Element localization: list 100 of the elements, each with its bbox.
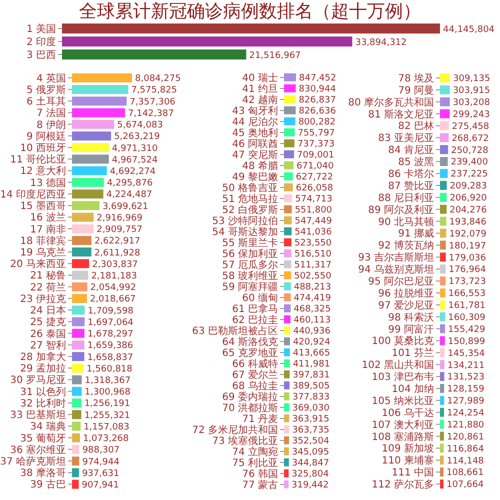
y-tick-label: 50 格鲁吉亚 — [222, 182, 278, 194]
bar — [72, 340, 84, 350]
y-tick-label: 33 巴基斯坦 — [10, 409, 66, 422]
data-label: 179,036 — [448, 253, 486, 264]
data-label: 551,800 — [294, 206, 332, 216]
data-label: 116,864 — [446, 444, 484, 454]
bar — [440, 168, 448, 178]
bar — [284, 304, 291, 312]
y-tick-label: 38 摩洛哥 — [20, 467, 66, 480]
bar — [72, 248, 92, 257]
bar — [72, 190, 104, 199]
data-label: 411,981 — [292, 360, 330, 370]
data-label: 5,674,083 — [117, 120, 163, 131]
data-label: 268,672 — [452, 134, 489, 144]
data-label: 155,429 — [448, 324, 486, 335]
bar — [72, 294, 87, 304]
bar — [72, 108, 126, 118]
bar — [284, 425, 290, 434]
data-label: 671,040 — [296, 162, 334, 172]
data-label: 1,073,268 — [82, 434, 130, 444]
bar — [72, 236, 92, 245]
bar — [440, 216, 446, 226]
bar — [284, 315, 291, 324]
bar — [72, 201, 100, 210]
bar — [440, 384, 444, 393]
bar — [72, 178, 104, 187]
y-tick-label: 101 芬兰 — [392, 347, 434, 360]
bar — [440, 372, 444, 382]
y-tick-label: 65 克罗地亚 — [222, 347, 278, 359]
y-tick-label: 105 纳米比亚 — [372, 394, 434, 407]
bar — [72, 120, 114, 129]
data-label: 128,159 — [447, 384, 485, 395]
data-label: 131,523 — [447, 372, 484, 383]
bar — [284, 150, 294, 158]
data-label: 124,254 — [447, 408, 485, 419]
bar — [440, 336, 445, 346]
bar — [72, 352, 84, 362]
y-tick-label: 30 罗马尼亚 — [10, 375, 66, 386]
bar — [440, 324, 446, 334]
data-label: 107,664 — [446, 480, 484, 490]
y-tick-label: 78 埃及 — [398, 72, 434, 84]
y-tick-label: 87 赞比亚 — [388, 180, 434, 192]
data-label: 826,837 — [298, 96, 336, 106]
y-tick-label: 100 莫桑比克 — [372, 335, 434, 348]
y-tick-label: 3 巴西 — [26, 50, 56, 61]
y-tick-label: 91 挪威 — [398, 228, 434, 240]
data-label: 2,181,183 — [91, 271, 137, 282]
data-label: 511,317 — [294, 260, 332, 271]
y-tick-label: 7 法国 — [36, 107, 66, 120]
data-label: 1,678,297 — [87, 330, 134, 340]
y-tick-label: 42 越南 — [242, 94, 278, 106]
y-tick-label: 46 阿联酋 — [232, 138, 278, 150]
y-tick-label: 84 肯尼亚 — [388, 144, 434, 156]
y-tick-label: 31 以色列 — [20, 386, 66, 398]
data-label: 209,283 — [450, 182, 487, 192]
y-tick-label: 106 乌干达 — [382, 406, 434, 419]
y-tick-label: 83 亚美尼亚 — [378, 132, 434, 144]
data-label: 7,575,825 — [131, 86, 178, 96]
data-label: 192,079 — [449, 229, 487, 240]
data-label: 1,256,191 — [84, 399, 130, 410]
data-label: 161,781 — [448, 301, 486, 312]
y-tick-label: 49 黎巴嫩 — [232, 171, 278, 183]
y-tick-label: 22 荷兰 — [30, 281, 66, 294]
y-tick-label: 39 古巴 — [30, 478, 66, 491]
data-label: 206,920 — [450, 194, 488, 204]
bar — [440, 97, 450, 106]
data-label: 468,325 — [294, 304, 331, 315]
bar — [440, 408, 444, 417]
data-label: 193,846 — [449, 217, 487, 228]
y-tick-label: 40 瑞士 — [242, 72, 278, 84]
bar — [440, 192, 447, 202]
y-tick-label: 102 黑山共和国 — [362, 359, 434, 372]
bar — [284, 249, 292, 258]
data-label: 826,636 — [298, 106, 336, 117]
data-label: 108,661 — [446, 468, 484, 478]
y-tick-label: 76 韩国 — [242, 468, 278, 480]
bar — [440, 456, 444, 465]
y-tick-label: 45 奥地利 — [232, 127, 278, 139]
y-tick-label: 16 波兰 — [30, 212, 66, 224]
bar — [440, 444, 444, 453]
data-label: 755,797 — [298, 128, 335, 139]
data-label: 180,197 — [448, 241, 486, 252]
y-tick-label: 98 科索沃 — [388, 311, 434, 324]
y-tick-label: 70 洪都拉斯 — [222, 402, 278, 414]
y-tick-label: 63 巴勒斯坦被占区 — [192, 325, 278, 337]
y-tick-label: 19 乌克兰 — [20, 246, 66, 258]
data-label: 2,916,969 — [96, 213, 143, 224]
y-tick-label: 25 捷克 — [30, 316, 66, 328]
data-label: 114,148 — [446, 456, 484, 466]
y-tick-label: 55 斯里兰卡 — [222, 237, 278, 249]
bar — [440, 348, 445, 358]
bar — [72, 270, 88, 280]
data-label: 363,915 — [292, 414, 330, 425]
bar — [72, 433, 80, 442]
y-tick-label: 52 白俄罗斯 — [222, 204, 278, 216]
bar — [284, 469, 289, 478]
y-tick-label: 103 津巴布韦 — [372, 371, 434, 384]
bar — [284, 183, 293, 192]
data-label: 303,915 — [452, 86, 490, 96]
data-label: 2,303,837 — [92, 260, 138, 270]
